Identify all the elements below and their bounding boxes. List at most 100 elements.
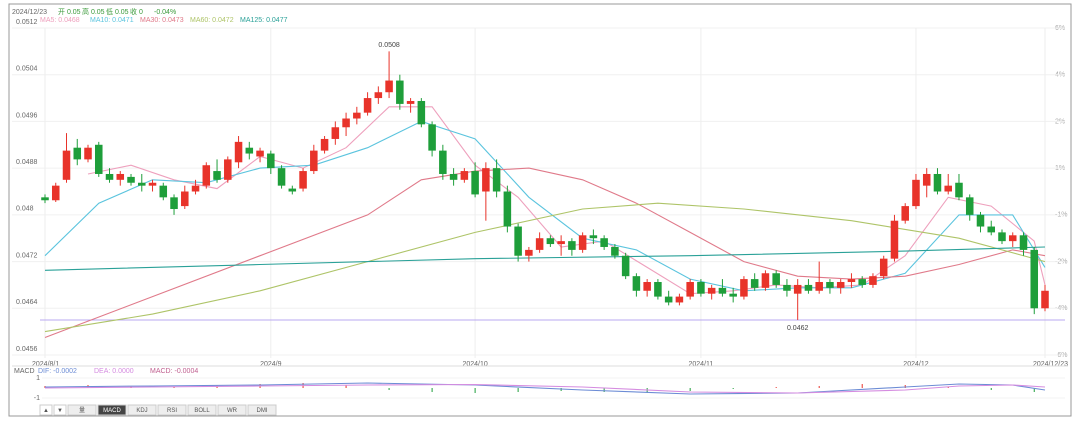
candle-body <box>761 273 770 288</box>
tab[interactable]: BOLL <box>187 404 217 416</box>
tab-label: RSI <box>167 408 177 414</box>
candle-body <box>374 92 383 99</box>
tab-label: WR <box>227 408 238 414</box>
x-tick-label: 2024/9 <box>260 361 282 368</box>
candle-body <box>707 287 716 294</box>
header-field: 低 0.05 <box>106 7 129 16</box>
candle-body <box>976 214 985 227</box>
candle-body <box>234 141 243 163</box>
candle-body <box>1008 235 1017 242</box>
tab-label: MACD <box>103 408 121 414</box>
candle-body <box>589 235 598 239</box>
annotation: 0.0508 <box>378 42 400 49</box>
candle-body <box>557 241 565 245</box>
macd-tick-label: -1 <box>34 395 40 402</box>
dea-line <box>44 383 1046 394</box>
candle-body <box>181 191 189 207</box>
ma-line <box>44 167 1046 339</box>
candle-body <box>793 284 802 294</box>
y-tick-label: 0.0496 <box>16 112 38 119</box>
macd-tick-label: 1 <box>36 375 40 382</box>
candle-body <box>84 147 92 160</box>
candle-body <box>127 176 135 183</box>
candle-body <box>148 182 157 186</box>
candle-body <box>288 188 297 192</box>
header-field: -0.04% <box>154 9 176 16</box>
candle-body <box>41 197 49 201</box>
tab[interactable]: MACD <box>97 404 127 416</box>
candle-body <box>600 238 608 247</box>
candle-body <box>965 197 974 215</box>
candle-body <box>546 238 555 245</box>
tab[interactable]: KDJ <box>127 404 157 416</box>
tab-label: KDJ <box>136 408 147 414</box>
tab-bg <box>39 404 53 416</box>
candle-body <box>729 293 737 297</box>
candle-body <box>675 296 684 303</box>
candle-body <box>783 284 791 291</box>
ma-label: MA60: 0.0472 <box>190 17 234 24</box>
candle-body <box>987 226 995 233</box>
annotation: 0.0462 <box>787 325 809 332</box>
candle-body <box>933 173 942 192</box>
candle-body <box>449 173 458 180</box>
candle-body <box>815 282 823 291</box>
macd-label: MACD: -0.0004 <box>150 368 198 375</box>
dif-line <box>44 382 1046 395</box>
candle-body <box>503 191 512 227</box>
candle-body <box>353 112 361 119</box>
ma-line <box>44 202 1046 333</box>
candle-body <box>396 80 404 104</box>
candle-body <box>492 168 501 192</box>
candle-body <box>363 98 372 113</box>
candle-body <box>51 185 60 201</box>
tab[interactable]: ▼ <box>53 404 67 416</box>
header-field: 高 0.05 <box>82 7 105 16</box>
candle-body <box>858 279 866 285</box>
candle-body <box>697 282 705 294</box>
candle-body <box>62 150 71 180</box>
x-tick-label: 2024/10 <box>462 361 487 368</box>
tab-bg <box>247 404 277 416</box>
candle-body <box>471 171 479 195</box>
candle-body <box>406 100 415 104</box>
candle-body <box>116 173 125 180</box>
x-tick-label: 2024/12 <box>903 361 928 368</box>
tab-bg <box>127 404 157 416</box>
tab[interactable]: DMI <box>247 404 277 416</box>
candle-body <box>1019 235 1028 250</box>
candle-body <box>944 185 952 192</box>
header-field: 收 0 <box>130 7 143 16</box>
candle-body <box>740 279 748 297</box>
candle-body <box>955 182 963 198</box>
candle-body <box>578 235 587 250</box>
candle-body <box>535 238 544 250</box>
candle-body <box>202 165 211 186</box>
candle-body <box>170 197 178 210</box>
panel-border <box>8 3 1072 417</box>
candle-body <box>847 279 856 283</box>
tab-bg <box>67 404 97 416</box>
candle-body <box>654 282 662 297</box>
tab-label: DMI <box>257 408 268 414</box>
candle-body <box>277 168 286 186</box>
ma-label: MA30: 0.0473 <box>140 17 184 24</box>
candle-body <box>804 284 813 291</box>
candle-body <box>73 147 82 160</box>
candle-body <box>998 232 1006 242</box>
candle-body <box>224 159 232 180</box>
tab-bg <box>157 404 187 416</box>
y-tick-label: 0.0512 <box>16 19 38 26</box>
candle-body <box>1030 249 1039 309</box>
tab[interactable]: RSI <box>157 404 187 416</box>
candle-body <box>331 127 340 139</box>
y-tick-label: 0.0456 <box>16 346 38 353</box>
ma-line <box>44 246 1046 271</box>
candle-body <box>664 296 673 303</box>
tab[interactable]: ▲ <box>39 404 53 416</box>
candle-body <box>385 80 393 93</box>
tab[interactable]: 量 <box>67 404 97 416</box>
tab[interactable]: WR <box>217 404 247 416</box>
ma-label: MA125: 0.0477 <box>240 17 288 24</box>
